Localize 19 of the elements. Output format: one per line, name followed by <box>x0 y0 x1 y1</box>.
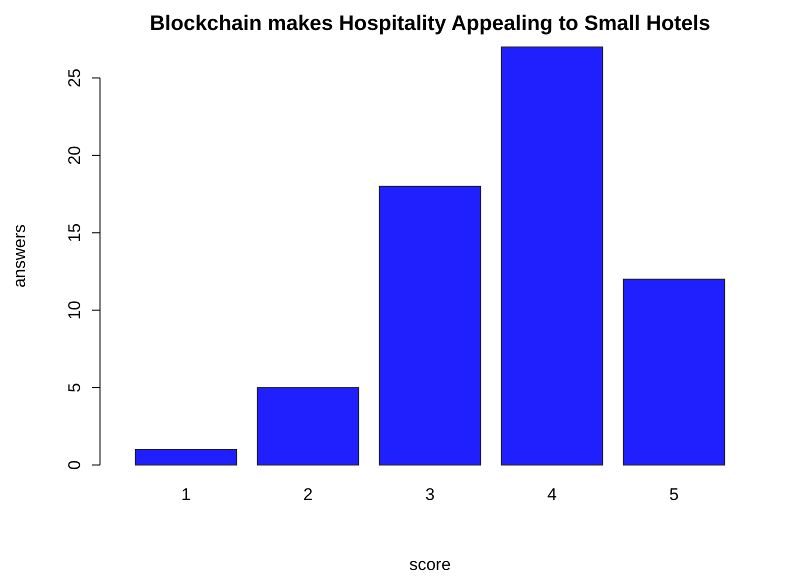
x-tick-label: 3 <box>425 485 435 504</box>
bar <box>134 449 238 466</box>
y-tick-label: 10 <box>65 300 84 320</box>
y-tick-label: 15 <box>65 223 84 242</box>
x-tick-label: 5 <box>669 485 679 504</box>
bar <box>256 387 360 466</box>
y-tick-label: 5 <box>65 382 84 392</box>
x-tick-label: 4 <box>547 485 557 504</box>
y-tick-label: 20 <box>65 146 84 165</box>
x-tick-label: 2 <box>303 485 313 504</box>
y-tick-label: 25 <box>65 68 84 88</box>
chart-title: Blockchain makes Hospitality Appealing to Small Hotels <box>150 12 710 35</box>
bar <box>500 46 604 466</box>
y-axis-title: answers <box>10 224 29 288</box>
bar <box>378 186 482 466</box>
bar <box>622 278 726 466</box>
x-tick-label: 1 <box>181 485 191 504</box>
x-axis-title: score <box>409 555 451 574</box>
y-tick-label: 0 <box>65 460 84 470</box>
